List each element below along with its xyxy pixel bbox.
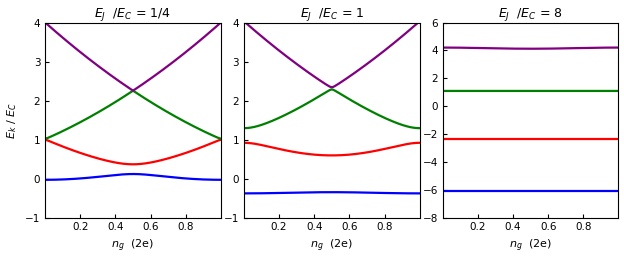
Title: $E_J$  /$E_C$ = 1/4: $E_J$ /$E_C$ = 1/4 xyxy=(94,5,172,23)
X-axis label: $n_g$  (2e): $n_g$ (2e) xyxy=(310,238,353,255)
Title: $E_J$  /$E_C$ = 1: $E_J$ /$E_C$ = 1 xyxy=(300,5,364,23)
Title: $E_J$  /$E_C$ = 8: $E_J$ /$E_C$ = 8 xyxy=(498,5,563,23)
Y-axis label: $E_k$ / $E_C$: $E_k$ / $E_C$ xyxy=(6,102,19,139)
X-axis label: $n_g$  (2e): $n_g$ (2e) xyxy=(112,238,155,255)
X-axis label: $n_g$  (2e): $n_g$ (2e) xyxy=(509,238,552,255)
